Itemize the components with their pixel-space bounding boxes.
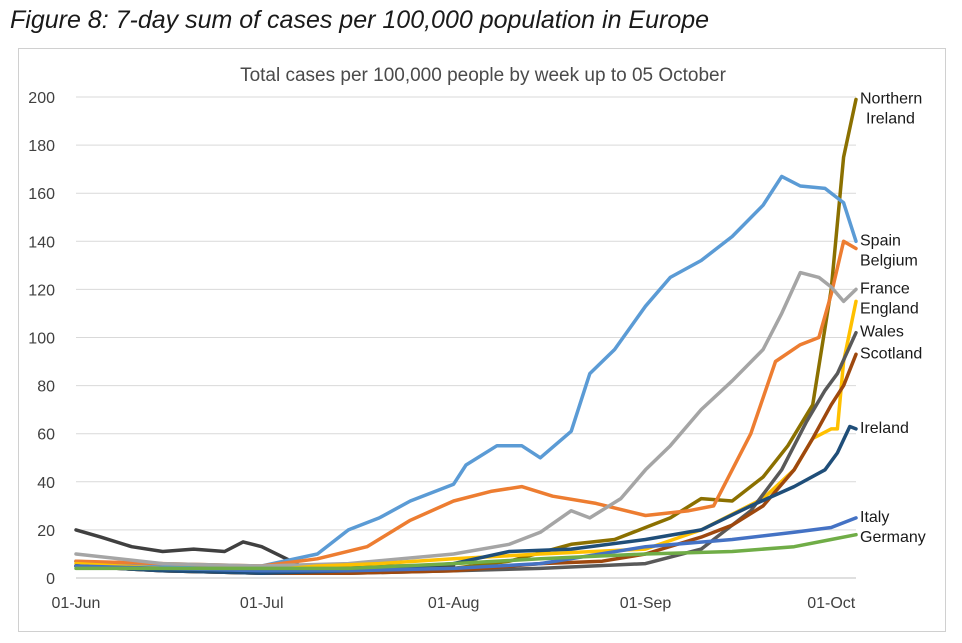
gridlines xyxy=(76,96,856,579)
series-labels: Northern Ireland Spain Belgium France England… xyxy=(860,90,926,545)
series-label-scotland: Scotland xyxy=(860,345,922,362)
series-label-wales: Wales xyxy=(860,324,904,341)
y-tick-label: 200 xyxy=(28,90,55,107)
y-tick-label: 0 xyxy=(46,571,55,588)
series-label-germany: Germany xyxy=(860,529,926,546)
y-tick-label: 180 xyxy=(28,138,55,155)
y-tick-label: 140 xyxy=(28,234,55,251)
series-label-spain: Spain xyxy=(860,232,901,249)
series-line-spain xyxy=(74,174,858,568)
series-line-northern-ireland xyxy=(74,97,858,575)
y-tick-label: 40 xyxy=(37,475,55,492)
series-label-northern-ireland: Northern Ireland xyxy=(860,90,922,127)
series-label-belgium: Belgium xyxy=(860,252,918,269)
series-label-france: France xyxy=(860,280,910,297)
y-tick-label: 20 xyxy=(37,523,55,540)
series-line-france xyxy=(74,270,858,568)
series-label-england: England xyxy=(860,300,919,317)
y-tick-label: 60 xyxy=(37,427,55,444)
figure-title: Figure 8: 7-day sum of cases per 100,000… xyxy=(10,6,710,34)
x-axis: 01-Jun 01-Jul 01-Aug 01-Sep 01-Oct xyxy=(52,595,856,612)
series-lines xyxy=(74,97,858,575)
x-tick-label: 01-Oct xyxy=(807,595,856,612)
y-tick-label: 100 xyxy=(28,331,55,348)
x-tick-label: 01-Aug xyxy=(428,595,480,612)
series-label-ireland: Ireland xyxy=(860,420,909,437)
y-tick-label: 80 xyxy=(37,379,55,396)
x-tick-label: 01-Sep xyxy=(620,595,672,612)
y-axis: 0 20 40 60 80 100 120 140 160 180 200 xyxy=(28,90,55,588)
x-tick-label: 01-Jun xyxy=(52,595,101,612)
chart-title: Total cases per 100,000 people by week u… xyxy=(240,65,727,86)
x-tick-label: 01-Jul xyxy=(240,595,284,612)
y-tick-label: 120 xyxy=(28,282,55,299)
series-line-belgium xyxy=(74,239,858,568)
series-label-italy: Italy xyxy=(860,509,889,526)
y-tick-label: 160 xyxy=(28,186,55,203)
series-line-germany xyxy=(74,532,858,571)
